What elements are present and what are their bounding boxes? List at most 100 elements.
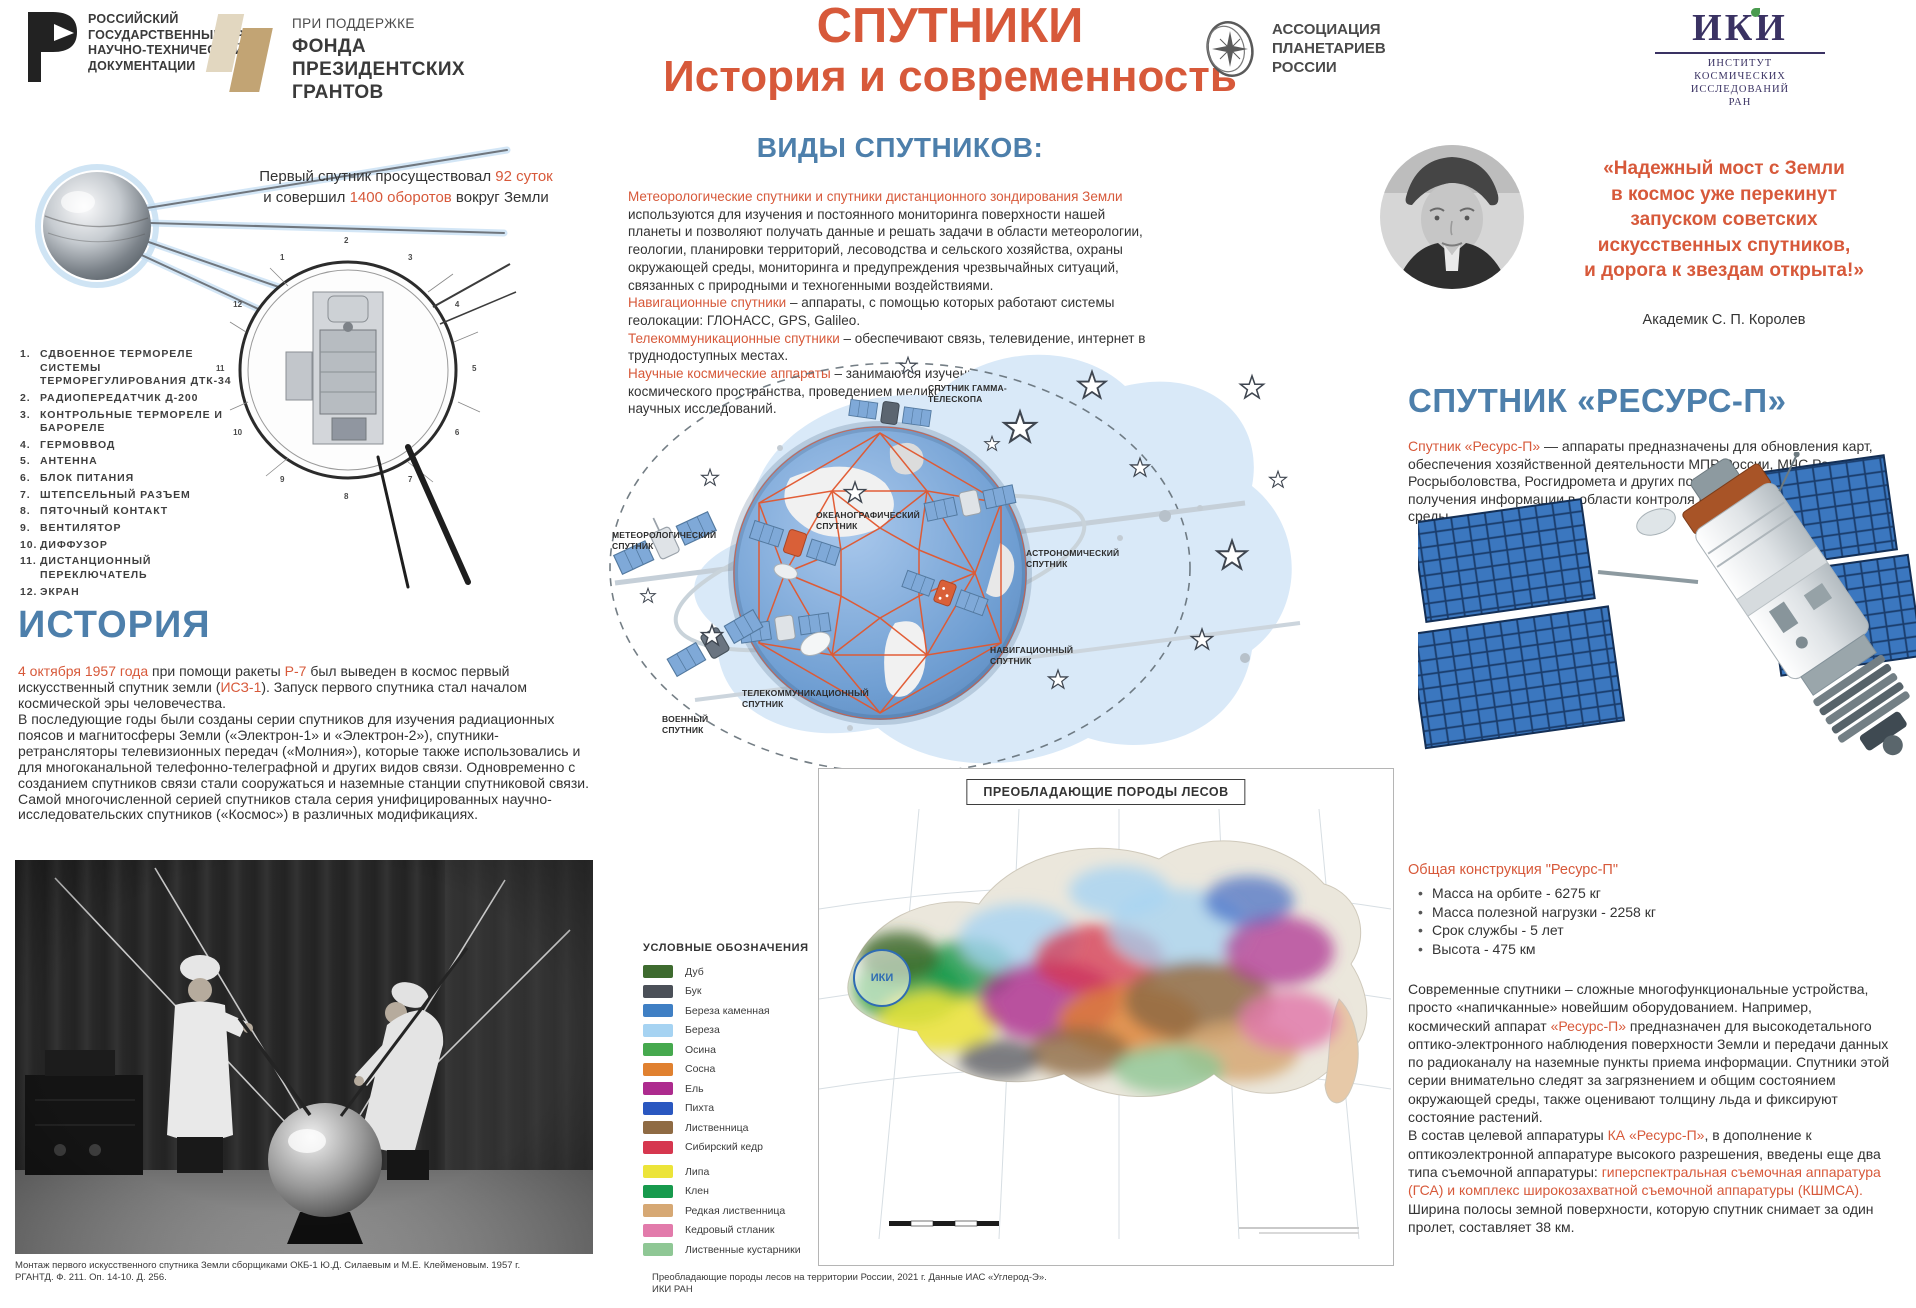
type-paragraph: Навигационные спутники – аппараты, с пом… xyxy=(628,294,1148,329)
page-title: СПУТНИКИ xyxy=(816,0,1084,53)
quote-attribution: Академик С. П. Королев xyxy=(1642,312,1806,328)
legend-swatch xyxy=(643,965,673,979)
callout-number: 12 xyxy=(233,300,243,309)
resurs-paragraph-2: В состав целевой аппаратуры КА «Ресурс-П… xyxy=(1408,1126,1898,1199)
part-number: 9. xyxy=(20,522,31,535)
history-paragraph-2: В последующие годы были созданы серии сп… xyxy=(18,711,590,823)
iki-logo-text: ИНСТИТУТ КОСМИЧЕСКИХ ИССЛЕДОВАНИЙ РАН xyxy=(1655,57,1825,109)
quote-line: искусственных спутников, xyxy=(1597,234,1851,256)
callout-number: 9 xyxy=(280,474,285,484)
legend-item: Береза xyxy=(643,1021,873,1041)
grants-support-line: ПРИ ПОДДЕРЖКЕ xyxy=(292,16,415,31)
part-label: Гермоввод xyxy=(40,438,116,451)
oceanographic-satellite-icon xyxy=(748,520,842,580)
legend-swatch xyxy=(643,1043,673,1057)
grants-line: ГРАНТОВ xyxy=(292,82,384,103)
text-segment: и совершил xyxy=(263,189,350,206)
part-label: Штепсельный разъем xyxy=(40,488,191,501)
legend-swatch xyxy=(643,1223,673,1237)
text-segment: ИСЗ-1 xyxy=(220,678,262,695)
planetarium-logo-text: АССОЦИАЦИЯ ПЛАНЕТАРИЕВ РОССИИ xyxy=(1272,20,1386,77)
text-segment: предназначен для высокодетального оптико… xyxy=(1408,1017,1890,1126)
history-paragraph-1: 4 октября 1957 года при помощи ракеты Р-… xyxy=(18,663,598,712)
legend-swatch xyxy=(643,1165,673,1179)
part-item: 12. Экран xyxy=(20,586,238,600)
legend-swatch xyxy=(643,1243,673,1257)
legend-label: Осина xyxy=(685,1043,716,1056)
spec-item: Высота - 475 км xyxy=(1416,940,1886,959)
callout-number: 11 xyxy=(216,364,225,373)
text-segment: при помощи ракеты xyxy=(148,663,285,679)
type-lead: Навигационные спутники xyxy=(628,295,787,311)
legend-title: УСЛОВНЫЕ ОБОЗНАЧЕНИЯ xyxy=(643,942,809,954)
text-segment: вокруг Земли xyxy=(451,189,549,206)
resurs-satellite-image xyxy=(1418,452,1916,756)
type-lead: Телекоммуникационные спутники xyxy=(628,330,840,346)
text-segment: Первый спутник просуществовал xyxy=(259,168,496,185)
callout-number: 1 xyxy=(280,253,285,263)
legend-item: Лиственница xyxy=(643,1118,873,1138)
type-paragraph: Метеорологические спутники и спутники ди… xyxy=(628,188,1148,294)
legend-swatch xyxy=(643,984,673,998)
rgantd-line: НАУЧНО-ТЕХНИЧЕСКОЙ xyxy=(88,43,244,57)
part-item: 4. Гермоввод xyxy=(20,439,238,453)
legend-item: Ель xyxy=(643,1079,873,1099)
grants-line: ПРЕЗИДЕНТСКИХ xyxy=(292,59,465,80)
astronomical-satellite-icon xyxy=(923,484,1017,522)
callout-number: 7 xyxy=(408,474,413,484)
diagram-label-telecommunication: ТЕЛЕКОММУНИКАЦИОННЫЙ СПУТНИК xyxy=(742,688,869,709)
forest-map: ПРЕОБЛАДАЮЩИЕ ПОРОДЫ ЛЕСОВ xyxy=(818,768,1394,1266)
text-segment: Современные спутники – сложные многофунк… xyxy=(1408,981,1869,1034)
quote-line: и дорога к звездам открыта!» xyxy=(1584,260,1864,281)
diagram-label-military: ВОЕННЫЙ СПУТНИК xyxy=(662,714,709,735)
sputnik-parts-list: 1. Сдвоенное термореле системы терморегул… xyxy=(20,348,238,602)
page-subtitle: История и современность xyxy=(663,52,1237,101)
spec-item: Срок службы - 5 лет xyxy=(1416,921,1886,940)
legend-item: Осина xyxy=(643,1040,873,1060)
legend-label: Береза xyxy=(685,1024,720,1037)
spec-item: Масса на орбите - 6275 кг xyxy=(1416,884,1886,903)
part-item: 10. Диффузор xyxy=(20,539,238,553)
legend-swatch xyxy=(643,1121,673,1135)
type-body: используются для изучения и постоянного … xyxy=(628,206,1143,293)
caption-line: Монтаж первого искусственного спутника З… xyxy=(15,1260,521,1271)
legend-label: Сосна xyxy=(685,1063,716,1076)
legend-swatch xyxy=(643,1082,673,1096)
diagram-label-navigational: НАВИГАЦИОННЫЙ СПУТНИК xyxy=(990,645,1074,666)
planetarium-line: АССОЦИАЦИЯ xyxy=(1272,21,1381,38)
gamma-telescope-satellite-icon xyxy=(848,398,932,428)
callout-number: 3 xyxy=(408,253,413,263)
legend-item: Клен xyxy=(643,1182,873,1202)
callout-number: 2 xyxy=(344,236,349,245)
legend-item: Береза каменная xyxy=(643,1001,873,1021)
resurs-specs-title: Общая конструкция "Ресурс-П" xyxy=(1408,862,1619,878)
part-label: Дистанционный переключатель xyxy=(40,555,152,581)
map-caption: Преобладающие породы лесов на территории… xyxy=(652,1272,1272,1295)
part-number: 7. xyxy=(20,488,31,501)
part-label: Диффузор xyxy=(40,538,108,551)
part-number: 4. xyxy=(20,438,31,451)
map-title: ПРЕОБЛАДАЮЩИЕ ПОРОДЫ ЛЕСОВ xyxy=(966,779,1246,805)
legend-label: Дуб xyxy=(685,965,704,978)
part-item: 5. Антенна xyxy=(20,455,238,469)
telecommunication-satellite-icon xyxy=(738,612,832,657)
text-segment: , в дополнение к оптикоэлектронной аппар… xyxy=(1408,1127,1881,1180)
type-paragraph: Телекоммуникационные спутники – обеспечи… xyxy=(628,330,1148,365)
legend-swatch xyxy=(643,1184,673,1198)
quote-line: в космос уже перекинут xyxy=(1611,183,1837,205)
legend-item: Пихта xyxy=(643,1099,873,1119)
legend-item: Липа xyxy=(643,1162,873,1182)
history-title: ИСТОРИЯ xyxy=(18,604,211,646)
resurs-title: СПУТНИК «РЕСУРС-П» xyxy=(1408,382,1787,419)
type-lead: Научные космические аппараты xyxy=(628,366,831,382)
part-item: 3. Контрольные термореле и барореле xyxy=(20,409,238,436)
text-segment: «Ресурс-П» xyxy=(1550,1017,1626,1034)
satellite-types-diagram xyxy=(609,354,1301,774)
sputnik-cutaway-diagram xyxy=(229,260,517,589)
types-title: ВИДЫ СПУТНИКОВ: xyxy=(756,132,1044,163)
legend-label: Липа xyxy=(685,1165,710,1178)
legend-item: Сосна xyxy=(643,1060,873,1080)
diagram-label-meteorological: МЕТЕОРОЛОГИЧЕСКИЙ СПУТНИК xyxy=(612,530,717,551)
part-number: 2. xyxy=(20,391,31,404)
